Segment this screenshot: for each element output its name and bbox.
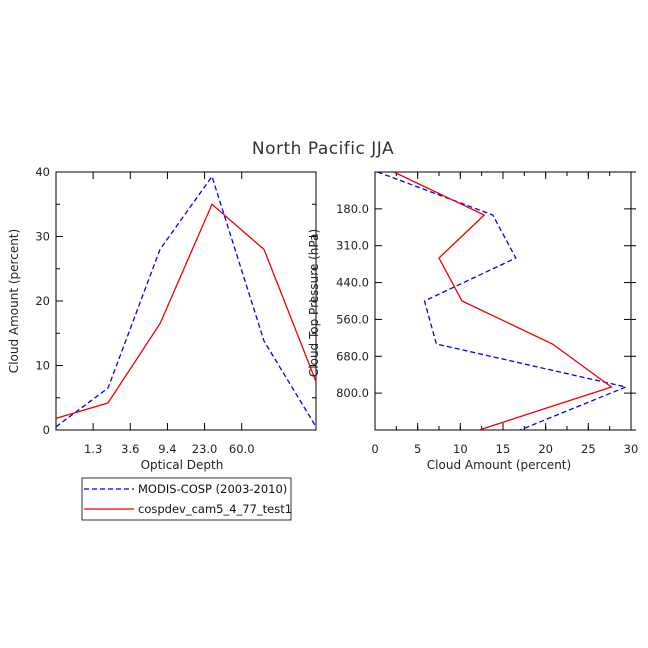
- right-xtick-label: 5: [414, 442, 421, 456]
- right-panel: 0 5 10 15 20 25 30 180.0 310.0 440.0 560.0 680.0 800…: [307, 171, 639, 472]
- left-xtick-label: 1.3: [84, 442, 102, 456]
- right-ytick-label: 680.0: [336, 349, 369, 363]
- right-ytick-label: 180.0: [336, 202, 369, 216]
- right-plot-frame: [374, 171, 632, 431]
- right-xtick-label: 25: [581, 442, 596, 456]
- left-ytick-label: 10: [35, 359, 50, 373]
- right-x-axis-title: Cloud Amount (percent): [427, 458, 571, 472]
- left-xtick-label: 23.0: [192, 442, 218, 456]
- right-ytick-label: 800.0: [336, 386, 369, 400]
- left-ytick-label: 40: [35, 165, 50, 179]
- right-ytick-label: 310.0: [336, 239, 369, 253]
- left-x-axis-title: Optical Depth: [141, 458, 224, 472]
- chart-title: North Pacific JJA: [252, 139, 394, 159]
- right-ytick-label: 560.0: [336, 312, 369, 326]
- left-ytick-label: 30: [35, 230, 50, 244]
- left-series-modis: [55, 175, 317, 428]
- left-ytick-label: 20: [35, 294, 50, 308]
- left-xtick-label: 9.4: [158, 442, 176, 456]
- right-series-modis: [377, 171, 629, 431]
- left-series-cam: [55, 203, 317, 420]
- left-panel: 0 10 20 30 40 1.3 3.6 9.4 23.0 60.0 Optical Depth C…: [7, 165, 317, 472]
- right-xtick-label: 10: [453, 442, 468, 456]
- right-ytick-label: 440.0: [336, 276, 369, 290]
- legend-box: [81, 477, 292, 521]
- legend-label-modis: MODIS-COSP (2003-2010): [138, 482, 287, 496]
- left-plot-frame: [55, 171, 317, 431]
- right-y-axis-title: Cloud Top Pressure (hPa): [307, 229, 321, 377]
- left-xtick-label: 60.0: [229, 442, 255, 456]
- right-xtick-label: 15: [496, 442, 511, 456]
- right-xtick-label: 30: [624, 442, 639, 456]
- left-y-axis-title: Cloud Amount (percent): [7, 229, 21, 373]
- left-ytick-label: 0: [43, 423, 50, 437]
- right-xtick-label: 0: [371, 442, 378, 456]
- legend: MODIS-COSP (2003-2010) cospdev_cam5_4_77…: [81, 477, 292, 521]
- right-series-cam: [393, 171, 613, 431]
- right-xtick-label: 20: [538, 442, 553, 456]
- left-xtick-label: 3.6: [121, 442, 139, 456]
- legend-label-cam: cospdev_cam5_4_77_test1: [138, 502, 292, 516]
